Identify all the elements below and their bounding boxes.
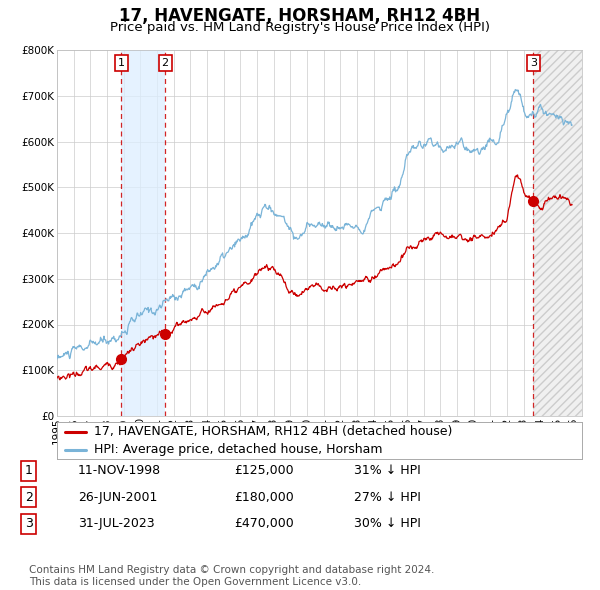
Text: 1: 1 xyxy=(118,58,125,68)
Text: 31% ↓ HPI: 31% ↓ HPI xyxy=(354,464,421,477)
Text: Contains HM Land Registry data © Crown copyright and database right 2024.
This d: Contains HM Land Registry data © Crown c… xyxy=(29,565,434,587)
Text: 11-NOV-1998: 11-NOV-1998 xyxy=(78,464,161,477)
Text: Price paid vs. HM Land Registry's House Price Index (HPI): Price paid vs. HM Land Registry's House … xyxy=(110,21,490,34)
Text: 1: 1 xyxy=(25,464,33,477)
Bar xyxy=(121,50,165,416)
Text: 17, HAVENGATE, HORSHAM, RH12 4BH: 17, HAVENGATE, HORSHAM, RH12 4BH xyxy=(119,7,481,25)
Text: £125,000: £125,000 xyxy=(234,464,293,477)
Bar xyxy=(533,50,582,416)
Text: £180,000: £180,000 xyxy=(234,491,294,504)
Text: 3: 3 xyxy=(530,58,537,68)
Text: 27% ↓ HPI: 27% ↓ HPI xyxy=(354,491,421,504)
Text: 30% ↓ HPI: 30% ↓ HPI xyxy=(354,517,421,530)
Text: 26-JUN-2001: 26-JUN-2001 xyxy=(78,491,157,504)
Text: HPI: Average price, detached house, Horsham: HPI: Average price, detached house, Hors… xyxy=(94,443,382,456)
Text: 2: 2 xyxy=(161,58,169,68)
Text: 31-JUL-2023: 31-JUL-2023 xyxy=(78,517,155,530)
Text: 3: 3 xyxy=(25,517,33,530)
Text: £470,000: £470,000 xyxy=(234,517,294,530)
Text: 17, HAVENGATE, HORSHAM, RH12 4BH (detached house): 17, HAVENGATE, HORSHAM, RH12 4BH (detach… xyxy=(94,425,452,438)
Bar xyxy=(533,50,582,416)
Text: 2: 2 xyxy=(25,491,33,504)
